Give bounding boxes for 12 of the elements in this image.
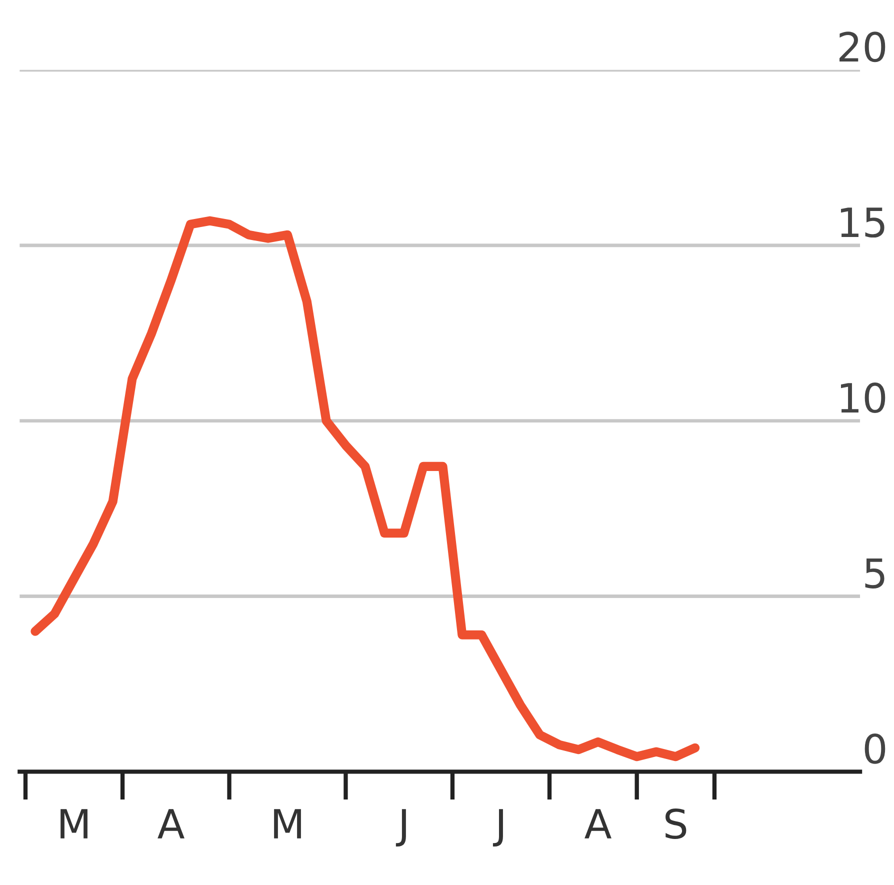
x-tick-label: S [666, 808, 686, 840]
y-tick-label: 15 [840, 208, 884, 238]
x-tick-label: M [60, 809, 88, 838]
x-tick-label: J [492, 809, 503, 846]
x-tick-label: A [584, 809, 612, 838]
x-tick-label: J [396, 809, 406, 846]
y-tick-label: 0 [864, 733, 886, 764]
y-tick-label: 5 [865, 558, 884, 588]
y-tick-label: 10 [840, 382, 886, 414]
x-tick-label: A [158, 809, 184, 838]
y-tick-label: 20 [840, 32, 886, 62]
x-tick-label: M [274, 809, 301, 838]
